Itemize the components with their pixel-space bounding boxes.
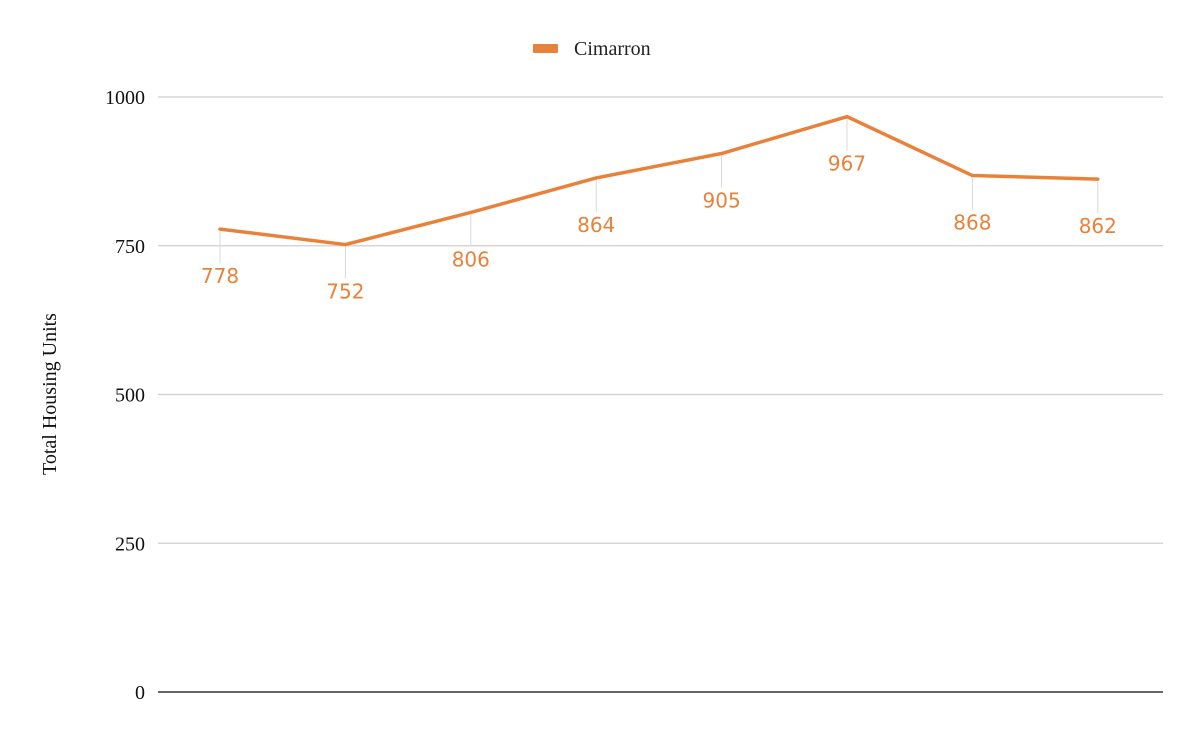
y-axis-ticks: 0 250 500 750 1000: [105, 87, 145, 704]
data-label: 778: [201, 264, 239, 288]
data-label: 905: [703, 189, 741, 213]
y-axis-title: Total Housing Units: [39, 313, 61, 475]
data-labels: 778 752 806 864 905 967 868 862: [201, 152, 1117, 304]
y-tick-label-1000: 1000: [105, 87, 145, 109]
data-label: 868: [953, 211, 991, 235]
data-label: 806: [452, 247, 490, 271]
y-tick-label-500: 500: [115, 385, 145, 407]
data-label: 862: [1079, 214, 1117, 238]
legend: Cimarron: [533, 38, 651, 60]
series-line-cimarron: [218, 114, 1100, 247]
data-label: 967: [828, 152, 866, 176]
y-tick-label-0: 0: [135, 682, 145, 704]
legend-label-cimarron: Cimarron: [574, 38, 651, 60]
data-label-leaders: [219, 118, 1099, 279]
gridlines: [158, 96, 1163, 693]
legend-swatch-cimarron: [533, 44, 558, 53]
y-tick-label-250: 250: [115, 533, 145, 555]
data-label: 752: [326, 280, 364, 304]
data-label: 864: [577, 213, 615, 237]
y-tick-label-750: 750: [115, 236, 145, 258]
series-lines: [218, 114, 1100, 247]
